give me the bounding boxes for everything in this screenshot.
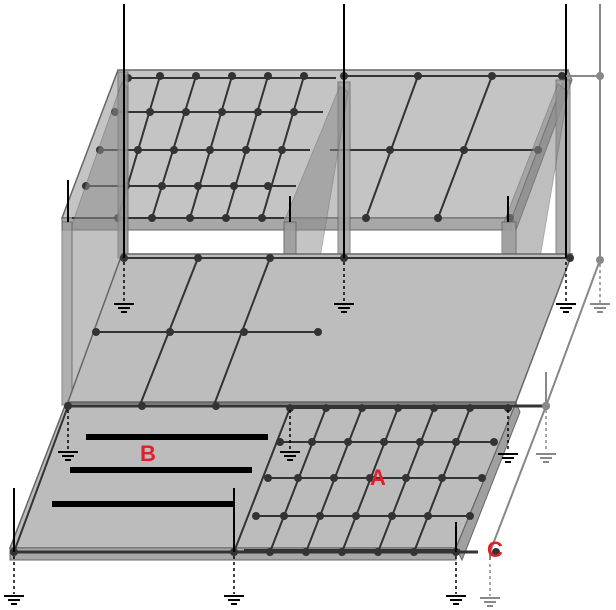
region-b-rebars: [52, 434, 268, 507]
ground-symbol-icon: [114, 303, 134, 313]
ground-symbol-icon: [446, 595, 466, 605]
left-wall: [61, 221, 73, 406]
ground-symbol-icon: [280, 451, 300, 461]
ground-symbol-icon: [58, 451, 78, 461]
label-c: C: [487, 537, 503, 562]
region-a-nodes: [10, 402, 550, 556]
ground-symbol-icon: [480, 597, 500, 607]
ground-symbol-icon: [4, 595, 24, 605]
middle-slab: [66, 253, 574, 403]
ground-symbol-icon: [334, 303, 354, 313]
ground-slab-side: [455, 401, 521, 562]
ground-symbol-icon: [536, 453, 556, 463]
middle-floor: [66, 253, 574, 406]
label-a: A: [370, 465, 386, 490]
left-wall-face: [71, 81, 129, 401]
ground-leads-alt: [489, 264, 601, 596]
ground-symbols: [4, 303, 610, 607]
ground-symbol-icon: [590, 303, 610, 313]
ground-symbol-icon: [498, 453, 518, 463]
ground-symbol-icon: [224, 595, 244, 605]
outer-gray-rods: [489, 4, 601, 560]
ground-symbol-icon: [556, 303, 576, 313]
vertical-rods: [13, 4, 567, 552]
outer-gray-nodes: [542, 72, 604, 410]
ground-floor: [8, 401, 550, 562]
ground-leads: [13, 262, 567, 594]
label-b: B: [140, 441, 156, 466]
